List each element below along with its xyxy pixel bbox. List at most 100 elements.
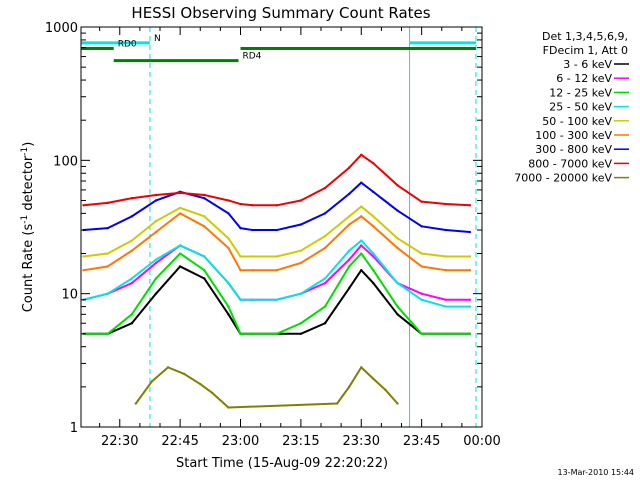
- series-point: [360, 239, 363, 242]
- series-line: [83, 212, 470, 272]
- series-point: [396, 305, 399, 308]
- y-axis-label-end: ): [21, 142, 36, 147]
- x-tick-label: 23:00: [222, 434, 259, 449]
- series-point: [203, 196, 206, 200]
- x-tick-label: 23:30: [343, 434, 380, 449]
- series-point: [396, 209, 399, 212]
- series-point: [444, 228, 447, 232]
- series-point: [251, 332, 254, 336]
- plot-frame: [80, 26, 483, 428]
- series-point: [444, 298, 447, 301]
- series-point: [420, 252, 423, 255]
- legend-entry-label: 3 - 6 keV: [563, 58, 612, 71]
- series-point: [130, 313, 134, 316]
- x-tick-label: 23:15: [282, 434, 319, 449]
- series-point: [468, 305, 472, 308]
- series-point: [182, 372, 186, 376]
- series-point: [323, 246, 327, 250]
- series-point: [396, 246, 399, 250]
- series-point: [203, 215, 206, 218]
- series-point: [468, 298, 472, 301]
- series-point: [347, 286, 351, 290]
- series-point: [178, 265, 182, 268]
- series-point: [372, 255, 375, 258]
- series-point: [347, 166, 351, 169]
- series-point: [106, 201, 109, 205]
- series-point: [275, 255, 278, 258]
- series-line: [83, 239, 470, 308]
- series-point: [203, 225, 206, 228]
- series-point: [372, 268, 375, 272]
- x-tick-label: 00:00: [463, 434, 500, 449]
- y-axis-label-sup: -1: [20, 215, 30, 224]
- series-point: [360, 244, 363, 247]
- series-point: [420, 225, 423, 228]
- y-tick-label: 100: [53, 154, 78, 169]
- series-line: [83, 244, 470, 301]
- series-point: [420, 200, 423, 203]
- legend-entry-label: 300 - 800 keV: [535, 143, 612, 156]
- series-point: [444, 305, 447, 308]
- legend-entry-label: 6 - 12 keV: [556, 72, 612, 85]
- series-point: [203, 268, 206, 272]
- series-point: [360, 252, 363, 255]
- series-point: [360, 268, 363, 272]
- series-point: [360, 215, 363, 218]
- series-point: [396, 184, 399, 187]
- series-point: [251, 298, 254, 301]
- series-point: [323, 234, 327, 238]
- series-point: [154, 277, 158, 280]
- series-point: [154, 292, 158, 295]
- legend: Det 1,3,4,5,6,9, FDecim 1, Att 0 3 - 6 k…: [514, 30, 629, 185]
- series-point: [239, 298, 242, 301]
- series-point: [444, 202, 447, 206]
- series-point: [239, 332, 242, 336]
- series-point: [299, 199, 303, 202]
- series-point: [360, 181, 363, 184]
- series-point: [299, 322, 303, 325]
- series-point: [203, 255, 206, 258]
- series-point: [178, 206, 182, 210]
- series-point: [468, 255, 472, 258]
- series-point: [227, 212, 230, 215]
- series-point: [323, 186, 327, 190]
- series-line: [83, 153, 470, 207]
- x-tick-label: 22:30: [101, 434, 138, 449]
- series-point: [178, 191, 182, 195]
- series-point: [251, 204, 254, 207]
- series-point: [130, 281, 134, 285]
- y-axis-ticks: 1 10 100 1000: [45, 21, 482, 436]
- series-point: [420, 298, 423, 301]
- legend-header-line-2: FDecim 1, Att 0: [543, 44, 628, 57]
- series-point: [227, 313, 230, 316]
- series-point: [299, 261, 303, 265]
- series-point: [372, 225, 375, 228]
- series-point: [347, 385, 351, 389]
- series-point: [211, 391, 214, 395]
- series-point: [130, 277, 134, 280]
- series-point: [396, 402, 399, 405]
- series-point: [444, 255, 447, 258]
- series-point: [444, 332, 447, 336]
- vertical-markers: [80, 27, 477, 427]
- series-point: [335, 402, 339, 405]
- series-point: [130, 215, 134, 218]
- series-point: [299, 223, 303, 226]
- series-line: [135, 366, 399, 409]
- series-point: [420, 265, 423, 268]
- series-point: [468, 268, 472, 272]
- flag-bar-label: N: [154, 34, 161, 44]
- series-point: [384, 388, 387, 392]
- footer-date: 13-Mar-2010 15:44: [558, 468, 635, 477]
- series-point: [178, 244, 182, 247]
- series-point: [323, 212, 327, 215]
- series-point: [227, 406, 230, 409]
- series-point: [154, 258, 158, 261]
- series-point: [203, 277, 206, 280]
- series-point: [227, 246, 230, 250]
- series-point: [372, 281, 375, 285]
- x-axis-ticks: 22:30 22:45 23:00 23:15 23:30 23:45 00:00: [99, 27, 501, 449]
- series-point: [323, 322, 327, 325]
- series-point: [106, 332, 109, 336]
- legend-header-line-1: Det 1,3,4,5,6,9,: [542, 30, 628, 43]
